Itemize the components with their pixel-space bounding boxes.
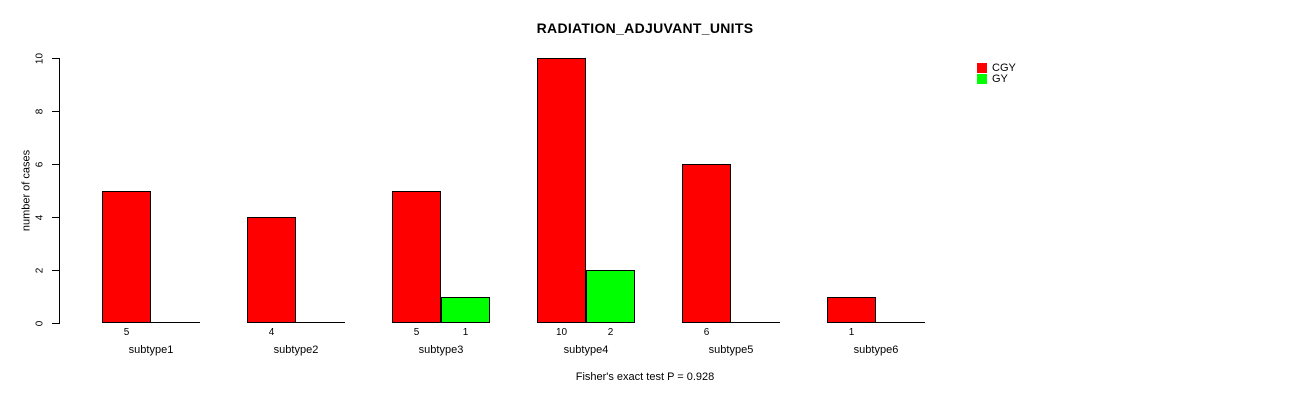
zero-bar-baseline: [151, 322, 200, 323]
x-axis-category-label: subtype2: [273, 344, 319, 356]
zero-bar-baseline: [731, 322, 780, 323]
y-axis-tick-label: 8: [34, 108, 46, 114]
bar-gy-subtype3: [441, 296, 490, 323]
bar-cgy-subtype5: [682, 164, 731, 323]
bar-gy-subtype4: [586, 270, 635, 323]
y-axis-tick: [52, 110, 59, 112]
bar-count-label: 5: [123, 327, 130, 338]
y-axis-tick-label: 2: [34, 267, 46, 273]
fisher-test-annotation: Fisher's exact test P = 0.928: [575, 371, 715, 383]
legend-label: GY: [992, 73, 1008, 85]
bar-count-label: 1: [848, 327, 855, 338]
x-axis-category-label: subtype3: [418, 344, 464, 356]
legend-swatch-cgy: [977, 63, 987, 73]
chart-title: RADIATION_ADJUVANT_UNITS: [536, 20, 754, 36]
legend-item: GY: [977, 73, 1016, 85]
bar-count-label: 4: [268, 327, 275, 338]
bar-count-label: 5: [413, 327, 420, 338]
x-axis-category-label: subtype5: [708, 344, 754, 356]
bar-count-label: 1: [462, 327, 469, 338]
bar-cgy-subtype3: [392, 190, 441, 323]
y-axis-tick: [52, 322, 59, 324]
bar-cgy-subtype2: [247, 217, 296, 323]
zero-bar-baseline: [296, 322, 345, 323]
x-axis-category-label: subtype4: [563, 344, 609, 356]
legend-item: CGY: [977, 62, 1016, 74]
bar-count-label: 2: [607, 327, 614, 338]
x-axis-category-label: subtype1: [128, 344, 174, 356]
y-axis-tick: [52, 57, 59, 59]
legend-label: CGY: [992, 62, 1016, 74]
y-axis-tick-label: 6: [34, 161, 46, 167]
bar-count-label: 6: [703, 327, 710, 338]
legend: CGY GY: [977, 63, 1016, 85]
y-axis-tick: [52, 216, 59, 218]
zero-bar-baseline: [876, 322, 925, 323]
bar-cgy-subtype1: [102, 190, 151, 323]
y-axis-line: [59, 58, 60, 324]
bar-cgy-subtype6: [827, 296, 876, 323]
y-axis-tick-label: 10: [34, 52, 46, 64]
bar-count-label: 10: [555, 327, 568, 338]
y-axis-tick: [52, 163, 59, 165]
y-axis-tick-label: 4: [34, 214, 46, 220]
y-axis-tick: [52, 269, 59, 271]
x-axis-category-label: subtype6: [853, 344, 899, 356]
bar-cgy-subtype4: [537, 58, 586, 323]
y-axis-tick-label: 0: [34, 320, 46, 326]
legend-swatch-gy: [977, 74, 987, 84]
